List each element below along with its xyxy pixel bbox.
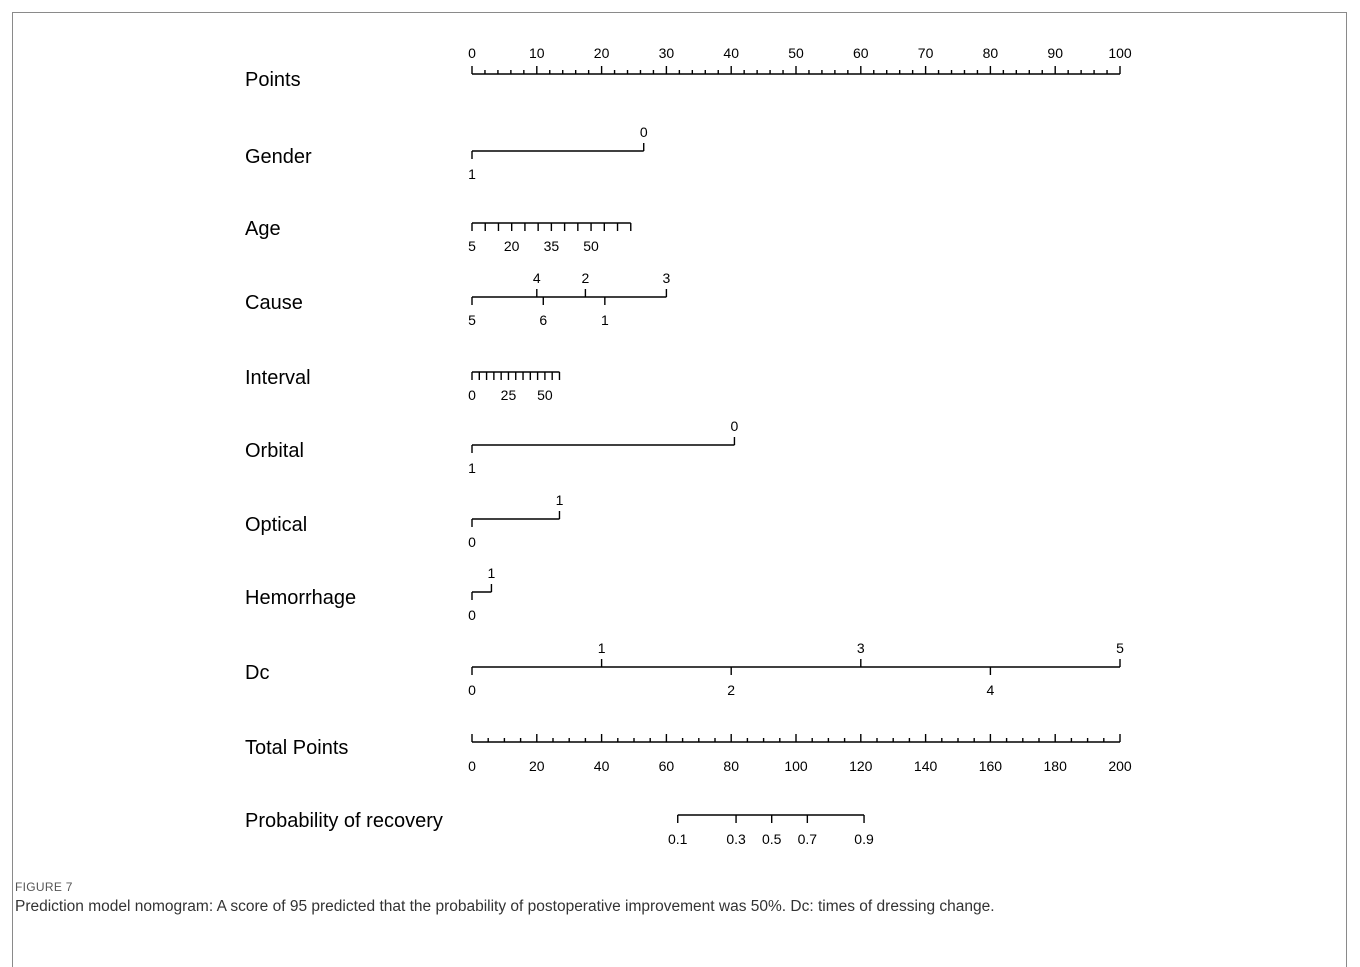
value-label-age: 35: [544, 238, 560, 254]
value-label-cause: 3: [663, 270, 671, 286]
row-age: Age 5 20 35 50: [245, 218, 632, 254]
row-label-gender: Gender: [245, 146, 312, 168]
row-label-hemorrhage: Hemorrhage: [245, 587, 356, 609]
value-label-optical: 0: [468, 534, 476, 550]
tick-label-points: 20: [594, 45, 610, 61]
figure-frame: [12, 12, 1347, 967]
row-label-dc: Dc: [245, 662, 269, 684]
value-label-cause: 2: [582, 270, 590, 286]
tick-label-points: 30: [659, 45, 675, 61]
value-label-probability-of-recovery: 0.9: [854, 831, 874, 847]
tick-label-total-points: 80: [723, 758, 739, 774]
value-label-interval: 50: [537, 387, 553, 403]
value-label-cause: 6: [539, 312, 547, 328]
value-label-dc: 5: [1116, 640, 1124, 656]
tick-label-points: 80: [983, 45, 999, 61]
value-label-probability-of-recovery: 0.5: [762, 831, 782, 847]
row-dc: Dc 0 1 2 3 4 5: [245, 640, 1124, 698]
tick-label-points: 60: [853, 45, 869, 61]
value-label-dc: 0: [468, 682, 476, 698]
tick-label-total-points: 100: [784, 758, 808, 774]
value-label-orbital: 0: [731, 418, 739, 434]
tick-label-points: 0: [468, 45, 476, 61]
row-label-interval: Interval: [245, 367, 311, 389]
tick-label-points: 40: [723, 45, 739, 61]
value-label-hemorrhage: 0: [468, 607, 476, 623]
row-label-age: Age: [245, 218, 281, 240]
row-probability-of-recovery: Probability of recovery 0.1 0.3 0.5 0.7 0.9: [245, 810, 874, 847]
row-optical: Optical 0 1: [245, 492, 564, 550]
row-orbital: Orbital 1 0: [245, 418, 739, 476]
value-label-cause: 1: [601, 312, 609, 328]
tick-label-points: 70: [918, 45, 934, 61]
tick-label-total-points: 140: [914, 758, 938, 774]
tick-label-points: 50: [788, 45, 804, 61]
value-label-dc: 4: [987, 682, 995, 698]
value-label-optical: 1: [556, 492, 564, 508]
figure-label: FIGURE 7: [15, 880, 73, 894]
tick-label-points: 10: [529, 45, 545, 61]
tick-label-total-points: 60: [659, 758, 675, 774]
row-label-points: Points: [245, 69, 301, 91]
row-label-optical: Optical: [245, 514, 307, 536]
value-label-cause: 5: [468, 312, 476, 328]
tick-label-total-points: 160: [979, 758, 1003, 774]
value-label-hemorrhage: 1: [488, 565, 496, 581]
tick-label-total-points: 40: [594, 758, 610, 774]
tick-label-total-points: 120: [849, 758, 873, 774]
value-label-gender: 1: [468, 166, 476, 182]
row-label-total-points: Total Points: [245, 737, 348, 759]
tick-label-total-points: 200: [1108, 758, 1132, 774]
figure-caption: Prediction model nomogram: A score of 95…: [15, 898, 995, 915]
value-label-gender: 0: [640, 124, 648, 140]
row-label-probability-of-recovery: Probability of recovery: [245, 810, 443, 832]
row-cause: Cause 5 4 6 2 1 3: [245, 270, 671, 328]
tick-label-points: 100: [1108, 45, 1132, 61]
value-label-age: 20: [504, 238, 520, 254]
tick-label-total-points: 20: [529, 758, 545, 774]
row-label-cause: Cause: [245, 292, 303, 314]
value-label-interval: 0: [468, 387, 476, 403]
value-label-cause: 4: [533, 270, 541, 286]
value-label-probability-of-recovery: 0.3: [726, 831, 746, 847]
row-hemorrhage: Hemorrhage 0 1: [245, 565, 496, 623]
value-label-probability-of-recovery: 0.1: [668, 831, 688, 847]
value-label-dc: 3: [857, 640, 865, 656]
value-label-dc: 2: [727, 682, 735, 698]
row-points: Points 0 10 20 30 40 50 60 70 80 90 100: [245, 45, 1132, 91]
value-label-orbital: 1: [468, 460, 476, 476]
tick-label-points: 90: [1047, 45, 1063, 61]
row-total-points: Total Points 0 20 40 60 80 100 120 140 160 180 200: [245, 734, 1132, 774]
row-gender: Gender 1 0: [245, 124, 648, 182]
row-interval: Interval 0 25 50: [245, 367, 561, 403]
value-label-probability-of-recovery: 0.7: [798, 831, 818, 847]
value-label-age: 5: [468, 238, 476, 254]
tick-label-total-points: 0: [468, 758, 476, 774]
tick-label-total-points: 180: [1044, 758, 1068, 774]
value-label-interval: 25: [501, 387, 517, 403]
row-label-orbital: Orbital: [245, 440, 304, 462]
value-label-dc: 1: [598, 640, 606, 656]
value-label-age: 50: [583, 238, 599, 254]
